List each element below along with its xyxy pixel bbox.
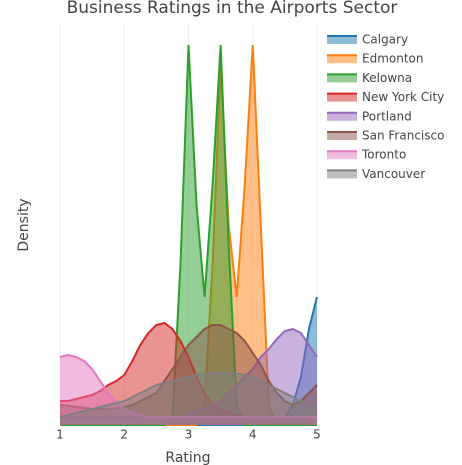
area-fill xyxy=(60,373,317,425)
legend-label: Kelowna xyxy=(362,71,412,85)
legend-label: Vancouver xyxy=(362,167,425,181)
density-line xyxy=(59,372,318,418)
y-axis-title: Density xyxy=(16,198,32,251)
legend-label: Portland xyxy=(362,109,412,123)
legend-swatch xyxy=(327,74,357,83)
chart-title: Business Ratings in the Airports Sector xyxy=(67,0,398,18)
legend-label: New York City xyxy=(362,90,444,104)
x-tick-label: 4 xyxy=(249,428,257,442)
series xyxy=(59,372,318,425)
x-axis-title: Rating xyxy=(165,450,210,465)
legend-swatch xyxy=(327,93,357,102)
legend-label: San Francisco xyxy=(362,129,444,143)
legend-swatch xyxy=(327,170,357,179)
legend-swatch xyxy=(327,112,357,121)
legend-swatch xyxy=(327,55,357,64)
x-tick-label: 1 xyxy=(56,428,64,442)
legend-swatch xyxy=(327,132,357,140)
legend-label: Calgary xyxy=(362,33,408,47)
x-tick-label: 5 xyxy=(313,428,321,442)
area-fill xyxy=(60,45,317,425)
x-tick-label: 2 xyxy=(120,428,128,442)
area-fill xyxy=(60,45,317,425)
legend-swatch xyxy=(327,151,357,160)
legend-label: Toronto xyxy=(361,148,406,162)
legend: Calgary Edmonton Kelowna New York City Portl… xyxy=(327,33,444,181)
x-tick-label: 3 xyxy=(185,428,193,442)
legend-swatch xyxy=(327,36,357,44)
legend-label: Edmonton xyxy=(362,52,424,66)
